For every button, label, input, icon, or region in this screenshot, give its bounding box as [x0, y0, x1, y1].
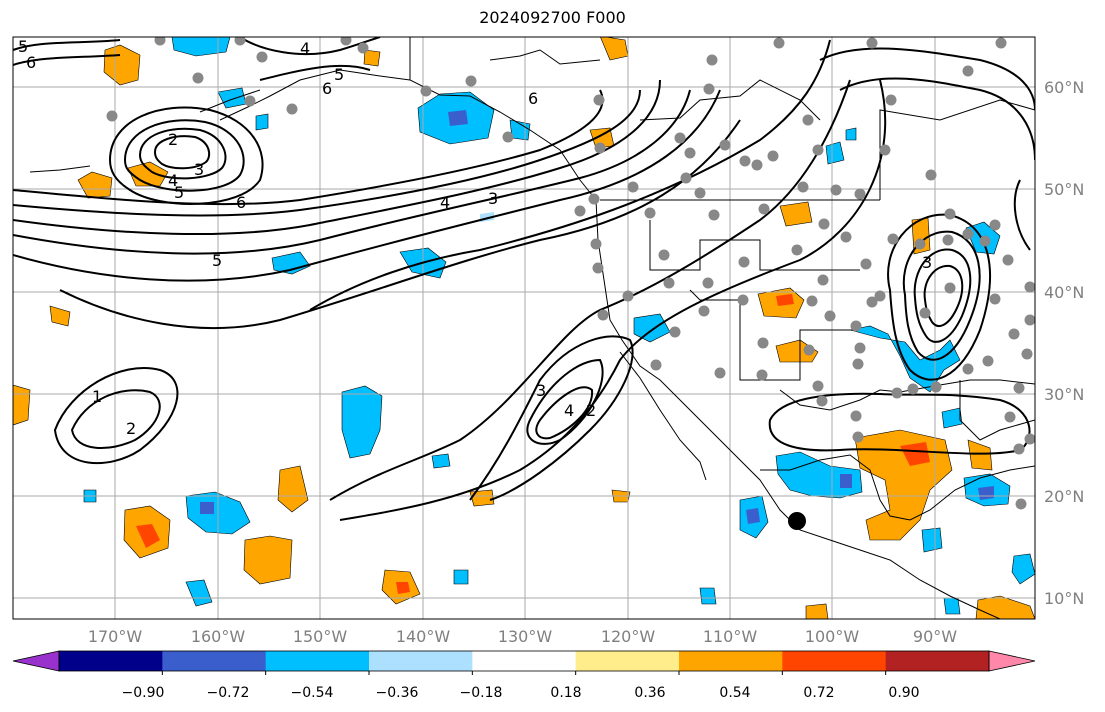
- colorbar-segment: [782, 651, 887, 671]
- colorbar-label: 0.18: [550, 685, 581, 701]
- lon-label: 130°W: [498, 627, 553, 646]
- lon-label: 90°W: [913, 627, 957, 646]
- contour-label: 6: [322, 79, 332, 98]
- contour-label: 2: [168, 130, 178, 149]
- lon-label: 110°W: [703, 627, 758, 646]
- lat-label: 40°N: [1044, 283, 1084, 302]
- colorbar: −0.90 −0.72 −0.54 −0.36 −0.18 0.18 0.36 …: [12, 650, 1036, 701]
- contour-label: 5: [334, 65, 344, 84]
- lon-label: 160°W: [191, 627, 246, 646]
- contour-label: 3: [488, 189, 498, 208]
- lat-label: 50°N: [1044, 180, 1084, 199]
- colorbar-label: −0.54: [291, 685, 334, 701]
- colorbar-segment: [575, 651, 680, 671]
- contour-label: 4: [564, 401, 574, 420]
- colorbar-label: 0.54: [719, 685, 750, 701]
- colorbar-left-extension: [13, 651, 59, 671]
- map-frame: [12, 36, 1036, 620]
- lon-label: 120°W: [601, 627, 656, 646]
- contour-lines: [13, 37, 1035, 521]
- colorbar-right-extension: [989, 651, 1035, 671]
- map-panel: 5 6 4 6 5 6 2 3 4 5 6 4 3 5 1 2 3 4 2 3: [13, 37, 1035, 619]
- contour-label: 5: [18, 37, 28, 56]
- lon-label: 150°W: [293, 627, 348, 646]
- contour-label: 2: [126, 419, 136, 438]
- colorbar-labels: −0.90 −0.72 −0.54 −0.36 −0.18 0.18 0.36 …: [122, 685, 920, 701]
- lat-label: 10°N: [1044, 589, 1084, 608]
- latitude-labels: 60°N 50°N 40°N 30°N 20°N 10°N: [1044, 78, 1084, 608]
- lon-label: 140°W: [396, 627, 451, 646]
- colorbar-segment: [59, 651, 163, 671]
- lon-label: 100°W: [805, 627, 860, 646]
- colorbar-label: 0.90: [888, 685, 919, 701]
- colorbar-segment: [162, 651, 267, 671]
- contour-label: 6: [528, 89, 538, 108]
- contour-label: 3: [536, 381, 546, 400]
- lat-label: 20°N: [1044, 487, 1084, 506]
- colorbar-segment: [472, 651, 577, 671]
- colorbar-label: 0.72: [803, 685, 834, 701]
- lat-label: 30°N: [1044, 385, 1084, 404]
- contour-label-group: 5 6 4 6 5 6 2 3 4 5 6 4 3 5 1 2 3 4 2 3: [18, 37, 932, 438]
- colorbar-segment: [679, 651, 783, 671]
- contour-label: 2: [586, 401, 596, 420]
- colorbar-label: −0.90: [122, 685, 165, 701]
- contour-label: 1: [92, 387, 102, 406]
- longitude-labels: 170°W 160°W 150°W 140°W 130°W 120°W 110°…: [88, 627, 957, 646]
- contour-label: 3: [194, 160, 204, 179]
- colorbar-segment: [885, 651, 990, 671]
- lat-label: 60°N: [1044, 78, 1084, 97]
- contour-label: 4: [168, 171, 178, 190]
- colorbar-label: 0.36: [634, 685, 665, 701]
- colorbar-segments: [59, 651, 990, 671]
- storm-marker: [788, 512, 806, 530]
- colorbar-segment: [369, 651, 473, 671]
- contour-label: 6: [26, 53, 36, 72]
- contour-label: 6: [236, 193, 246, 212]
- contour-label: 4: [440, 193, 450, 212]
- contour-label: 3: [922, 253, 932, 272]
- contour-label: 5: [174, 183, 184, 202]
- colorbar-ticks: [161, 671, 887, 675]
- colorbar-label: −0.36: [376, 685, 419, 701]
- colorbar-label: −0.72: [207, 685, 250, 701]
- contour-label: 4: [300, 39, 310, 58]
- lon-label: 170°W: [88, 627, 143, 646]
- station-dots: [106, 37, 1035, 510]
- contour-label: 5: [212, 251, 222, 270]
- colorbar-label: −0.18: [460, 685, 503, 701]
- colorbar-segment: [265, 651, 370, 671]
- map-title: 2024092700 F000: [479, 8, 626, 27]
- coastlines: [29, 37, 1035, 619]
